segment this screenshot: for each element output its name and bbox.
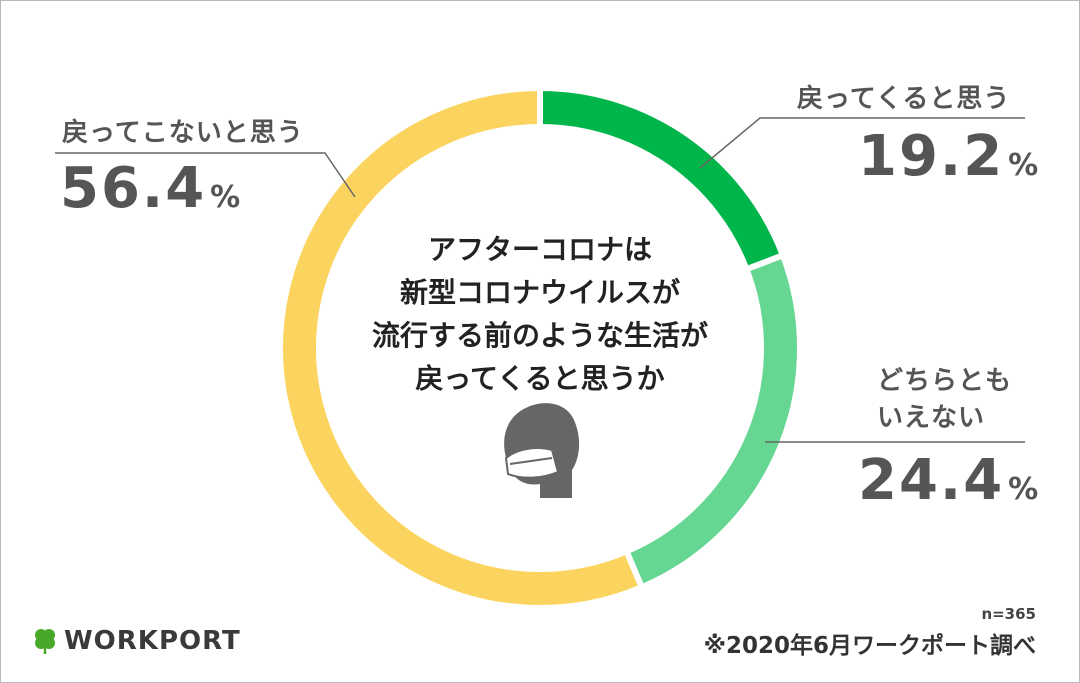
chart-title: アフターコロナは 新型コロナウイルスが 流行する前のような生活が 戻ってくると思… <box>360 228 720 400</box>
brand-name: WORKPORT <box>64 626 241 656</box>
face-mask-icon <box>504 403 580 498</box>
label-return: 戻ってくると思う <box>797 84 1011 114</box>
leader-line-return <box>699 117 1025 169</box>
chart-title-line: 戻ってくると思うか <box>415 362 665 395</box>
sample-size-note: n=365 <box>981 605 1036 623</box>
label-neutral-line1: どちらとも <box>877 366 1013 396</box>
value-return: 19.2% <box>858 124 1041 189</box>
chart-title-line: アフターコロナは <box>427 233 652 266</box>
value-neutral: 24.4% <box>858 448 1041 513</box>
chart-title-line: 新型コロナウイルスが <box>399 276 680 309</box>
chart-title-line: 流行する前のような生活が <box>371 319 708 352</box>
slice-no-return <box>277 84 646 611</box>
label-no-return: 戻ってこないと思う <box>62 118 304 148</box>
clover-icon <box>35 629 55 654</box>
label-neutral-line2: いえない <box>877 403 986 433</box>
source-note: ※2020年6月ワークポート調べ <box>703 633 1036 659</box>
value-no-return: 56.4% <box>60 156 243 221</box>
workport-logo: WORKPORT <box>32 626 241 656</box>
leader-line-no-return <box>55 152 356 198</box>
